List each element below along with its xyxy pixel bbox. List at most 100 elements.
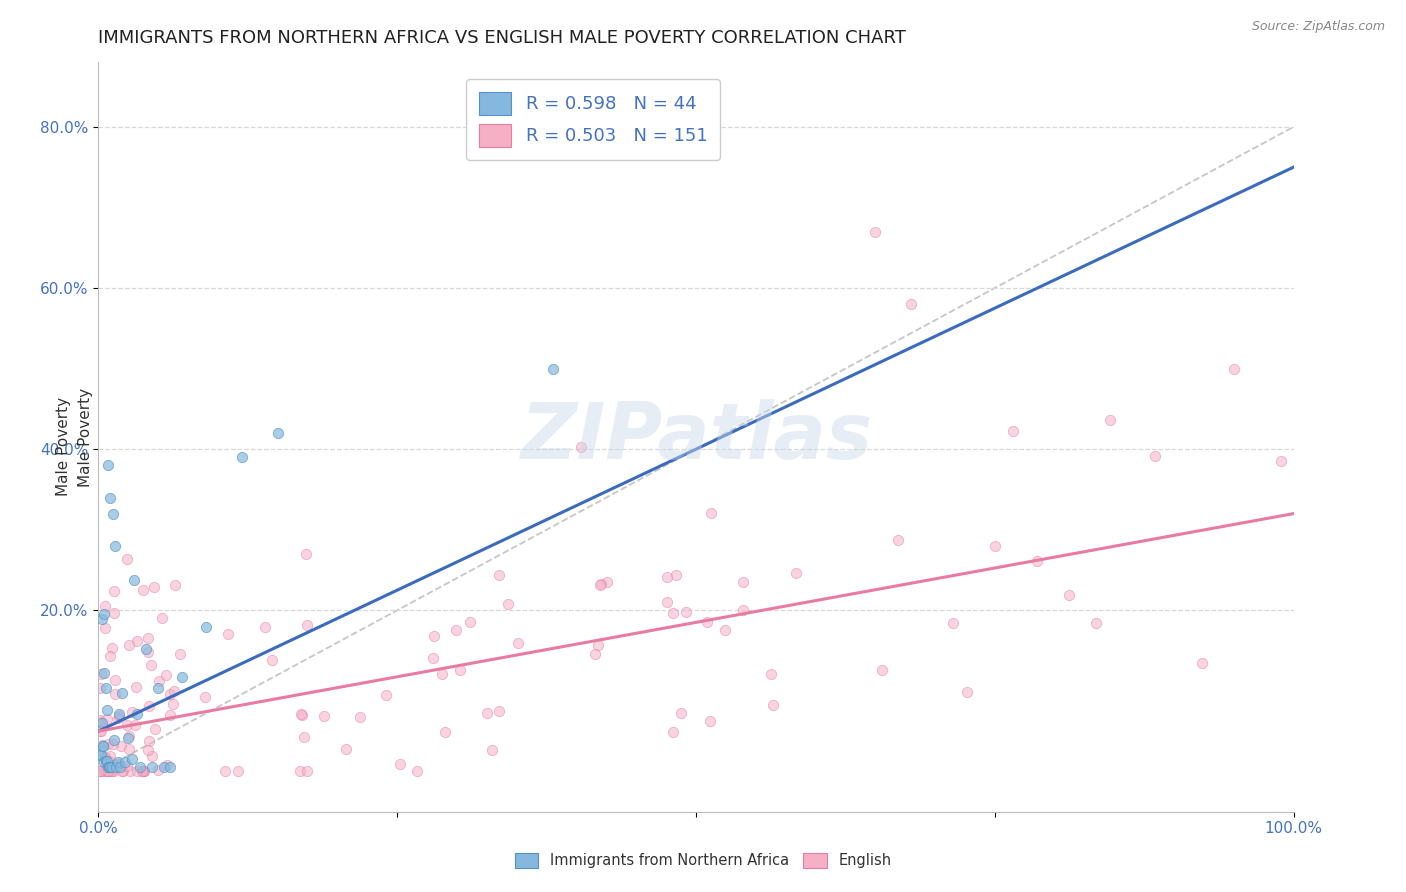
Point bbox=[94, 752, 117, 766]
Point bbox=[1002, 424, 1025, 438]
Point bbox=[118, 742, 141, 756]
Point bbox=[129, 760, 152, 774]
Point bbox=[733, 575, 755, 590]
Point bbox=[107, 756, 129, 771]
Point bbox=[900, 297, 922, 311]
Point bbox=[103, 584, 125, 599]
Point bbox=[91, 739, 114, 753]
Point bbox=[103, 764, 125, 779]
Point bbox=[98, 764, 121, 779]
Point bbox=[118, 729, 141, 743]
Point bbox=[111, 685, 134, 699]
Point bbox=[90, 724, 112, 739]
Point bbox=[498, 597, 520, 611]
Point bbox=[292, 730, 315, 744]
Point bbox=[665, 567, 688, 582]
Point bbox=[1059, 588, 1081, 602]
Y-axis label: Male Poverty: Male Poverty bbox=[77, 387, 93, 487]
Point bbox=[98, 648, 121, 663]
Point bbox=[114, 756, 136, 770]
Point bbox=[101, 507, 124, 521]
Point bbox=[422, 651, 444, 665]
Point bbox=[89, 714, 111, 729]
Point bbox=[162, 697, 184, 711]
Point bbox=[253, 619, 276, 633]
Point bbox=[132, 582, 155, 597]
Point bbox=[295, 764, 318, 779]
Point bbox=[583, 647, 606, 661]
Point bbox=[100, 760, 122, 774]
Point bbox=[89, 764, 111, 779]
Point bbox=[657, 594, 679, 608]
Text: Male Poverty: Male Poverty bbox=[56, 396, 70, 496]
Point bbox=[94, 764, 117, 779]
Point bbox=[143, 580, 166, 594]
Point bbox=[481, 742, 503, 756]
Point bbox=[731, 603, 754, 617]
Point bbox=[260, 652, 283, 666]
Point bbox=[115, 552, 138, 566]
Point bbox=[110, 739, 132, 753]
Point bbox=[98, 760, 121, 774]
Point bbox=[699, 714, 721, 728]
Point bbox=[446, 623, 468, 637]
Point bbox=[90, 667, 112, 681]
Point bbox=[127, 634, 149, 648]
Point bbox=[146, 764, 169, 778]
Point bbox=[101, 737, 124, 751]
Point bbox=[488, 704, 510, 718]
Point bbox=[1270, 453, 1292, 467]
Point bbox=[131, 764, 153, 779]
Point bbox=[589, 577, 612, 591]
Point bbox=[121, 705, 143, 719]
Text: IMMIGRANTS FROM NORTHERN AFRICA VS ENGLISH MALE POVERTY CORRELATION CHART: IMMIGRANTS FROM NORTHERN AFRICA VS ENGLI… bbox=[98, 29, 907, 47]
Point bbox=[96, 764, 118, 779]
Point bbox=[110, 764, 132, 779]
Point bbox=[159, 708, 181, 723]
Point bbox=[148, 681, 170, 695]
Point bbox=[100, 764, 122, 779]
Point bbox=[98, 491, 122, 505]
Point bbox=[143, 722, 166, 736]
Point bbox=[159, 760, 181, 774]
Point bbox=[100, 760, 122, 774]
Point bbox=[155, 668, 177, 682]
Point bbox=[675, 605, 697, 619]
Point bbox=[290, 706, 312, 721]
Point bbox=[759, 666, 782, 681]
Text: ZIPatlas: ZIPatlas bbox=[520, 399, 872, 475]
Point bbox=[984, 539, 1007, 553]
Point bbox=[1098, 413, 1121, 427]
Point bbox=[89, 748, 111, 763]
Point bbox=[96, 764, 118, 779]
Point bbox=[335, 742, 357, 756]
Point bbox=[93, 607, 115, 621]
Point bbox=[141, 760, 163, 774]
Point bbox=[100, 755, 122, 769]
Point bbox=[1144, 449, 1167, 463]
Point bbox=[103, 607, 125, 621]
Point bbox=[150, 611, 173, 625]
Point bbox=[107, 711, 129, 725]
Text: Source: ZipAtlas.com: Source: ZipAtlas.com bbox=[1251, 20, 1385, 33]
Point bbox=[887, 533, 910, 548]
Point bbox=[375, 688, 398, 702]
Point bbox=[89, 723, 111, 738]
Point bbox=[541, 361, 564, 376]
Point bbox=[762, 698, 785, 712]
Point bbox=[96, 754, 118, 768]
Point bbox=[138, 734, 160, 748]
Point bbox=[1026, 554, 1049, 568]
Point bbox=[388, 756, 411, 771]
Point bbox=[669, 706, 692, 720]
Point bbox=[98, 760, 122, 774]
Point bbox=[162, 684, 184, 698]
Point bbox=[107, 706, 129, 721]
Point bbox=[267, 425, 290, 440]
Point bbox=[295, 618, 318, 632]
Point bbox=[956, 685, 979, 699]
Point bbox=[93, 756, 115, 770]
Point bbox=[104, 539, 127, 553]
Point bbox=[870, 663, 893, 677]
Point bbox=[97, 760, 120, 774]
